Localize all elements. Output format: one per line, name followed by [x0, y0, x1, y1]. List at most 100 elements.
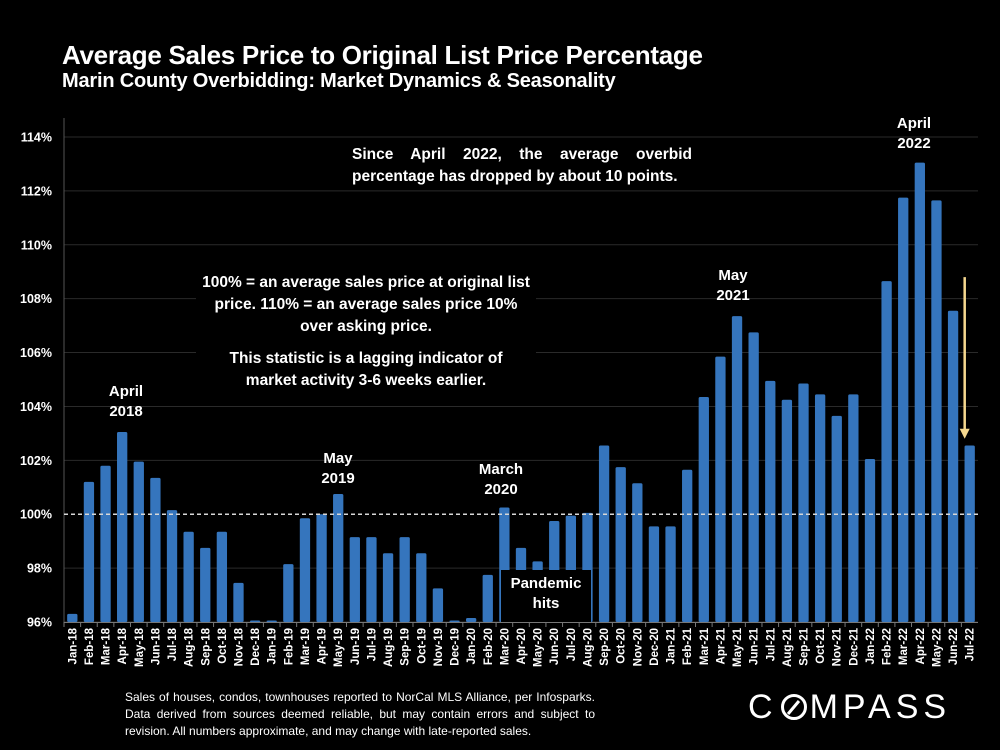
logo-text: MPASS [809, 688, 952, 726]
bar-dec-21 [848, 394, 859, 622]
x-tick-label: Jul-20 [566, 628, 578, 661]
y-axis-ticks: 96% 98% 100% 102% 104% 106% 108% 110% 112% 114% [20, 118, 65, 630]
callout-explanation: 100% = an average sales price at origina… [196, 272, 536, 392]
x-tick-label: Feb-22 [882, 628, 894, 665]
x-tick-label: Jan-22 [865, 628, 877, 664]
x-tick-label: May-19 [333, 628, 345, 667]
compass-logo: C MPASS [748, 688, 951, 727]
bar-mar-19 [299, 518, 311, 622]
chart-title: Average Sales Price to Original List Pri… [62, 40, 703, 70]
x-tick-label: Dec-20 [649, 628, 661, 666]
x-tick-label: Apr-20 [516, 628, 528, 664]
y-tick-label: 106% [20, 346, 52, 360]
x-tick-label: Sep-20 [599, 628, 611, 666]
y-tick-label: 110% [21, 238, 52, 252]
y-tick-label: 112% [21, 184, 52, 198]
bar-aug-18 [183, 531, 194, 622]
annotation-march-2020: March 2020 [470, 460, 532, 499]
x-tick-label: Mar-19 [300, 628, 312, 665]
bar-nov-21 [831, 415, 842, 622]
annotation-line: April [108, 383, 144, 400]
x-tick-label: Jun-19 [350, 628, 362, 665]
bars [67, 162, 975, 622]
annotation-line: Pandemic [510, 575, 582, 592]
bar-dec-19 [449, 620, 460, 622]
x-tick-label: Feb-21 [682, 627, 694, 665]
callout-explanation-lagging: This statistic is a lagging indicator of… [229, 350, 503, 389]
compass-o-icon [780, 694, 807, 720]
annotation-line: March [478, 461, 524, 478]
bar-sep-18 [200, 547, 211, 622]
annotation-line: May [323, 450, 353, 467]
x-tick-label: Nov-19 [433, 628, 445, 666]
x-tick-label: Aug-21 [782, 627, 794, 667]
x-tick-label: Apr-21 [715, 627, 727, 664]
x-tick-label: Sep-21 [799, 627, 811, 665]
x-tick-label: Dec-21 [848, 627, 860, 665]
bar-may-18 [133, 461, 144, 622]
bar-jul-21 [765, 380, 776, 622]
x-tick-label: Oct-21 [815, 627, 827, 663]
bar-feb-19 [283, 564, 294, 622]
bar-jun-22 [947, 310, 959, 622]
bar-oct-21 [814, 394, 826, 622]
x-tick-label: Aug-20 [582, 628, 594, 667]
x-tick-label: Jul-18 [167, 627, 179, 661]
annotation-line: 2020 [484, 480, 518, 498]
bar-mar-22 [898, 197, 909, 622]
bar-chart: 96% 98% 100% 102% 104% 106% 108% 110% 112% 114% J… [20, 118, 978, 667]
x-tick-label: Jan-21 [666, 627, 678, 664]
bar-jan-19 [266, 620, 277, 622]
bar-dec-20 [648, 526, 660, 622]
bar-mar-18 [100, 465, 111, 622]
y-tick-label: 96% [27, 616, 52, 630]
bar-apr-19 [316, 514, 327, 622]
y-tick-label: 98% [27, 562, 52, 576]
bar-jul-22 [964, 445, 975, 622]
x-tick-label: Mar-21 [699, 627, 711, 665]
x-tick-label: Mar-22 [898, 628, 910, 665]
x-tick-label: Nov-21 [832, 627, 844, 666]
annotation-april-2022: April 2022 [883, 114, 945, 153]
annotation-line: 2019 [321, 469, 355, 487]
x-axis: Jan-18 Feb-18 Mar-18 Apr-18 May-18 Jun-18 Jul-… [63, 622, 978, 667]
callout-explanation-definition: 100% = an average sales price at origina… [202, 274, 530, 335]
x-tick-label: Jun-22 [948, 628, 960, 665]
bar-feb-21 [682, 469, 693, 622]
x-tick-label: Dec-18 [250, 627, 262, 665]
bar-jan-22 [864, 458, 876, 622]
bar-sep-20 [598, 445, 610, 622]
bar-jul-19 [366, 537, 377, 622]
x-tick-label: Nov-18 [233, 627, 245, 666]
x-tick-label: Feb-18 [84, 627, 96, 665]
bar-mar-21 [698, 397, 709, 622]
annotation-line: May [718, 267, 748, 284]
bar-feb-22 [881, 281, 892, 622]
annotation-line: April [896, 115, 932, 132]
x-tick-label: Oct-20 [616, 628, 628, 664]
x-tick-label: May-18 [134, 627, 146, 667]
x-tick-label: Jan-20 [466, 628, 478, 664]
bar-apr-21 [715, 356, 726, 622]
bar-may-22 [931, 200, 942, 622]
x-tick-label: Mar-20 [499, 628, 511, 665]
bar-apr-22 [914, 162, 925, 622]
chart-subtitle: Marin County Overbidding: Market Dynamic… [62, 70, 616, 92]
x-tick-label: Feb-20 [483, 628, 495, 665]
arrow-down-icon [959, 428, 970, 439]
x-tick-label: Jul-21 [765, 627, 777, 661]
bar-apr-18 [117, 432, 128, 622]
bar-jan-18 [67, 613, 78, 622]
bar-sep-19 [399, 537, 410, 622]
x-tick-label: Jun-20 [549, 628, 561, 665]
y-tick-label: 108% [20, 292, 52, 306]
bar-feb-18 [83, 481, 95, 622]
x-tick-label: Aug-18 [184, 627, 196, 667]
x-tick-label: Sep-18 [200, 627, 212, 665]
bar-jul-18 [166, 510, 178, 622]
bar-feb-20 [482, 574, 493, 622]
x-tick-label: Jul-22 [965, 628, 977, 661]
bar-jun-18 [150, 477, 161, 622]
x-tick-label: Nov-20 [632, 628, 644, 666]
annotation-pandemic-hits: Pandemic hits [501, 570, 591, 622]
